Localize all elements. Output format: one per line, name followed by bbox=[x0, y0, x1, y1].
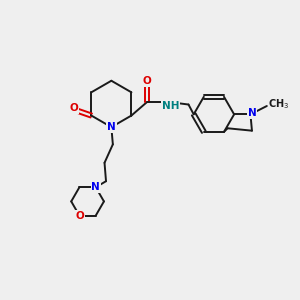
Text: O: O bbox=[69, 103, 78, 113]
Text: NH: NH bbox=[162, 101, 179, 111]
Text: N: N bbox=[92, 182, 100, 192]
Text: N: N bbox=[107, 122, 116, 132]
Text: N: N bbox=[248, 108, 256, 118]
Text: O: O bbox=[75, 211, 84, 220]
Text: CH$_3$: CH$_3$ bbox=[268, 98, 290, 111]
Text: O: O bbox=[142, 76, 151, 86]
